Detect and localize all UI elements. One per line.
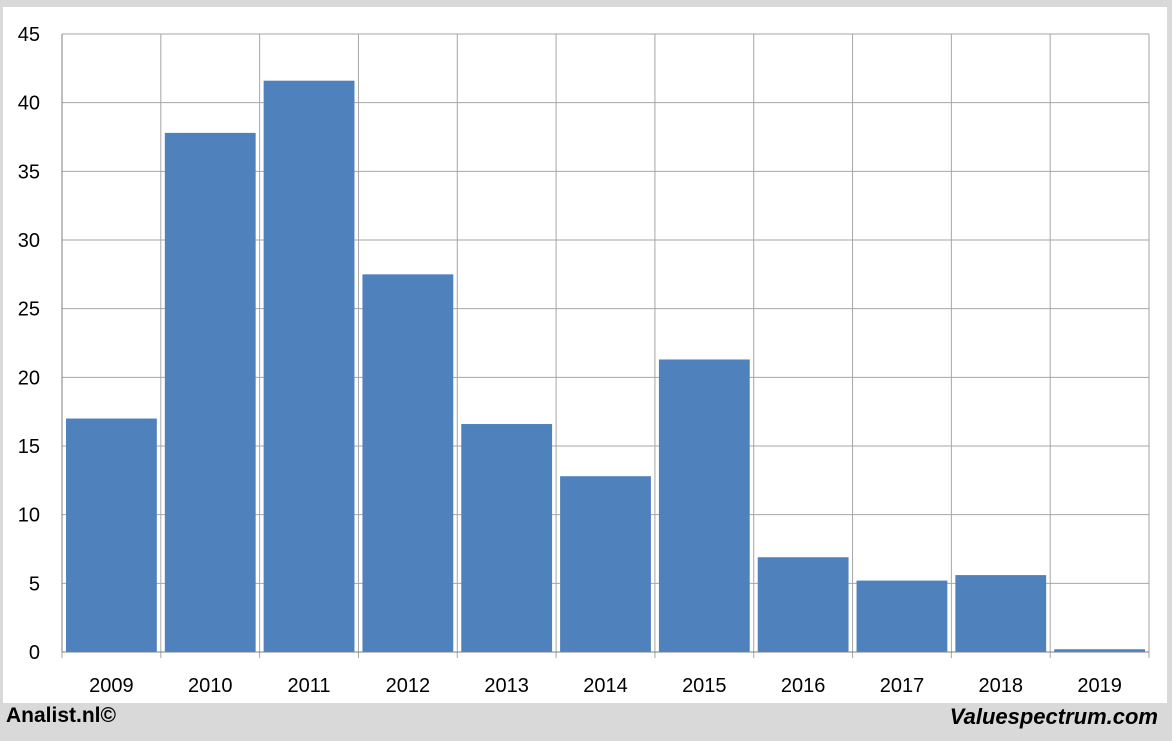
bar-2014 (560, 476, 651, 652)
y-tick-label: 0 (29, 642, 40, 664)
y-tick-label: 45 (18, 24, 40, 46)
bar-2018 (955, 575, 1047, 652)
x-tick-label: 2017 (880, 675, 925, 697)
bar-2013 (461, 424, 553, 652)
y-tick-label: 15 (18, 436, 40, 458)
bar-2017 (856, 580, 948, 652)
x-tick-label: 2009 (89, 675, 134, 697)
chart-frame: 0 5 10 15 20 25 30 35 40 45 2009 2010 2011 2012 2013 20… (3, 7, 1167, 703)
y-tick-label: 25 (18, 299, 40, 321)
bar-chart: 0 5 10 15 20 25 30 35 40 45 2009 2010 2011 2012 2013 20… (18, 24, 1150, 697)
source-credit-right: Valuespectrum.com (949, 704, 1158, 729)
source-credit-left: Analist.nl© (6, 704, 116, 727)
x-tick-label: 2013 (484, 675, 529, 697)
bar-2016 (757, 557, 849, 652)
x-tick-label: 2012 (386, 675, 431, 697)
y-tick-label: 5 (29, 573, 40, 595)
y-tick-label: 30 (18, 230, 40, 252)
y-tick-label: 40 (18, 93, 40, 115)
bar-2009 (66, 418, 157, 652)
x-tick-label: 2014 (583, 675, 628, 697)
x-tick-label: 2016 (781, 675, 826, 697)
y-tick-label: 10 (18, 505, 40, 527)
bar-2012 (362, 274, 454, 652)
x-tick-label: 2011 (288, 675, 331, 697)
x-tick-label: 2018 (979, 675, 1024, 697)
x-tick-label: 2019 (1077, 675, 1122, 697)
bar-2011 (263, 80, 355, 652)
y-tick-label: 35 (18, 161, 40, 183)
bar-2019 (1054, 649, 1145, 652)
bar-2015 (658, 359, 750, 652)
x-tick-label: 2015 (682, 675, 727, 697)
x-tick-label: 2010 (188, 675, 233, 697)
bar-2010 (164, 132, 256, 652)
y-tick-label: 20 (18, 367, 40, 389)
